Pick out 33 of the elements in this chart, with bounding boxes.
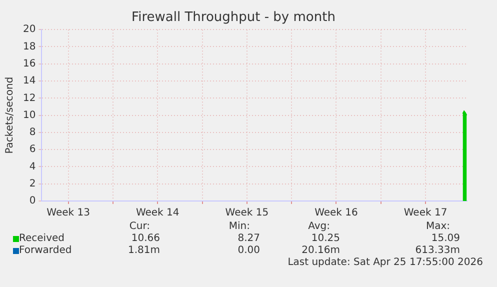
y-tick-label: 2 bbox=[29, 178, 36, 190]
chart-title: Firewall Throughput - by month bbox=[132, 10, 336, 26]
y-tick-label: 6 bbox=[29, 144, 36, 156]
y-tick-label: 4 bbox=[29, 161, 36, 172]
legend-label: Received bbox=[19, 233, 64, 244]
text: Last update: Sat Apr 25 17:55:00 2026 bbox=[288, 257, 483, 268]
y-tick-label: 0 bbox=[29, 196, 36, 207]
text: 8.27 bbox=[238, 233, 260, 244]
x-tick-label: Week 15 bbox=[225, 208, 269, 219]
text: Avg: bbox=[308, 221, 330, 232]
y-tick-label: 14 bbox=[22, 76, 36, 87]
x-tick-label: Week 13 bbox=[46, 208, 90, 219]
text: 10.25 bbox=[311, 233, 340, 244]
text: Cur: bbox=[129, 221, 150, 232]
text: Max: bbox=[426, 221, 450, 232]
text: 613.33m bbox=[415, 245, 460, 256]
y-tick-label: 12 bbox=[22, 92, 36, 104]
text: 20.16m bbox=[302, 245, 340, 256]
y-tick-label: 16 bbox=[22, 58, 36, 70]
text: 0.00 bbox=[238, 245, 260, 256]
x-tick-label: Week 14 bbox=[136, 208, 180, 219]
x-tick-label: Week 17 bbox=[404, 208, 448, 219]
y-tick-label: 8 bbox=[29, 127, 36, 138]
x-tick-label: Week 16 bbox=[314, 208, 358, 219]
text: 10.66 bbox=[131, 233, 160, 244]
legend-label: Forwarded bbox=[19, 245, 72, 256]
text: 15.09 bbox=[431, 233, 460, 244]
text: 1.81m bbox=[128, 245, 160, 256]
y-axis-title: Packets/second bbox=[4, 76, 16, 154]
y-tick-label: 20 bbox=[22, 24, 36, 36]
y-tick-label: 10 bbox=[22, 110, 36, 121]
y-tick-label: 18 bbox=[22, 41, 36, 52]
text: Min: bbox=[228, 221, 250, 232]
